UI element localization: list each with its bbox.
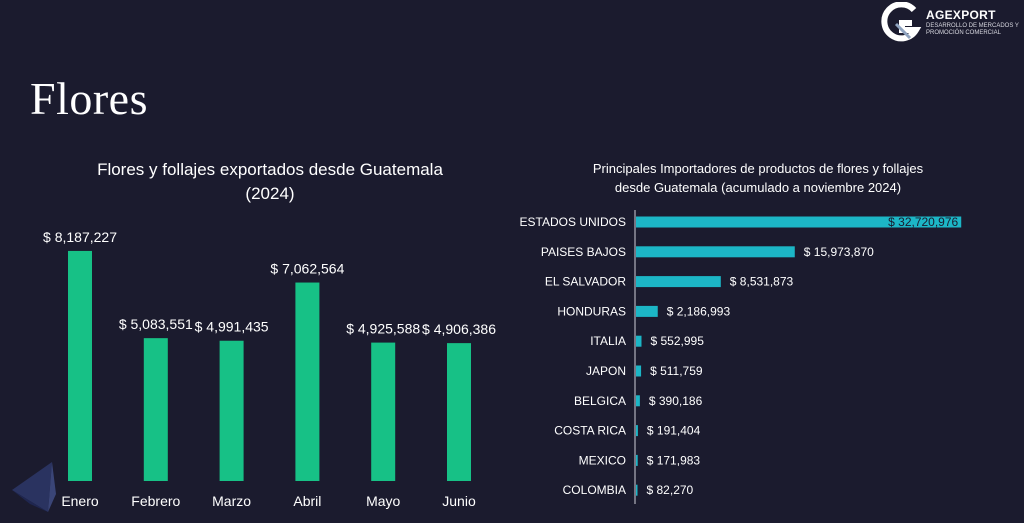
bar-marzo (219, 340, 244, 481)
bar-value-label: $ 8,187,227 (43, 229, 117, 245)
bar-mexico (636, 454, 638, 466)
y-tick-label: ITALIA (590, 334, 626, 348)
bar-value-label: $ 32,720,976 (888, 215, 958, 229)
bar-belgica (636, 395, 640, 407)
x-tick-label: Abril (293, 493, 321, 509)
bar-value-label: $ 15,973,870 (804, 245, 874, 259)
x-tick-label: Marzo (212, 493, 251, 509)
x-tick-label: Febrero (131, 493, 180, 509)
bar-value-label: $ 390,186 (649, 394, 703, 408)
right-chart-title-line-1: Principales Importadores de productos de… (592, 161, 924, 176)
bar-value-label: $ 4,925,588 (346, 321, 420, 337)
y-tick-label: HONDURAS (557, 304, 626, 318)
x-tick-label: Enero (61, 493, 99, 509)
bar-honduras (636, 305, 658, 317)
y-tick-label: MEXICO (579, 453, 626, 467)
bar-el-salvador (636, 276, 721, 288)
x-tick-label: Mayo (366, 493, 400, 509)
left-chart-title-line-2: (2024) (245, 184, 295, 203)
right-chart-title-line-2: desde Guatemala (acumulado a noviembre 2… (614, 180, 902, 195)
y-tick-label: PAISES BAJOS (541, 245, 626, 259)
bar-value-label: $ 5,083,551 (119, 316, 193, 332)
y-tick-label: COLOMBIA (563, 483, 626, 497)
right-chart-title: Principales Importadores de productos de… (548, 159, 968, 197)
bar-value-label: $ 171,983 (647, 453, 701, 467)
bar-value-label: $ 2,186,993 (667, 304, 731, 318)
agexport-logo: AGEXPORT DESARROLLO DE MERCADOS Y PROMOC… (878, 1, 1024, 44)
bar-japon (636, 365, 642, 377)
left-chart-title-line-1: Flores y follajes exportados desde Guate… (97, 160, 443, 179)
logo-g-icon (881, 1, 922, 42)
bar-value-label: $ 7,062,564 (270, 261, 344, 277)
y-tick-label: ESTADOS UNIDOS (520, 215, 626, 229)
bar-abril (295, 282, 320, 481)
bar-colombia (636, 484, 638, 496)
bar-enero (68, 250, 92, 481)
bar-value-label: $ 4,991,435 (195, 319, 269, 335)
bar-junio (447, 343, 471, 481)
bar-costa-rica (636, 425, 638, 437)
y-tick-label: EL SALVADOR (545, 275, 626, 289)
bar-value-label: $ 511,759 (650, 364, 703, 378)
bar-value-label: $ 8,531,873 (730, 275, 794, 289)
decorative-crystal-shape (12, 462, 56, 512)
y-tick-label: BELGICA (574, 394, 626, 408)
bar-mayo (371, 342, 396, 481)
bar-value-label: $ 4,906,386 (422, 321, 496, 337)
bar-febrero (143, 338, 168, 481)
y-tick-label: JAPON (586, 364, 626, 378)
bar-value-label: $ 191,404 (647, 424, 701, 438)
bar-estados-unidos (636, 216, 962, 228)
page-title: Flores (30, 73, 148, 124)
bar-paises-bajos (636, 246, 795, 258)
bar-value-label: $ 552,995 (650, 334, 704, 348)
bar-value-label: $ 82,270 (647, 483, 694, 497)
y-tick-label: COSTA RICA (554, 424, 626, 438)
logo-name: AGEXPORT (926, 8, 996, 22)
logo-tagline: DESARROLLO DE MERCADOS Y PROMOCIÓN COMER… (926, 23, 1019, 36)
left-chart-title: Flores y follajes exportados desde Guate… (70, 158, 470, 206)
x-tick-label: Junio (442, 493, 476, 509)
bar-italia (636, 335, 642, 347)
